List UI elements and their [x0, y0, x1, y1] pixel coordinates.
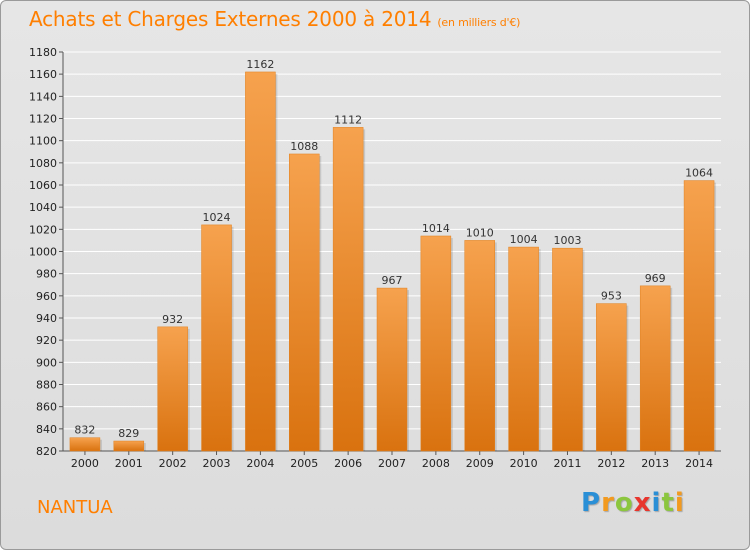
x-tick-label-2008: 2008 — [422, 457, 450, 470]
y-tick-label: 860 — [36, 401, 57, 414]
proxiti-logo[interactable]: Proxiti — [581, 488, 685, 518]
y-tick-label: 920 — [36, 334, 57, 347]
x-tick-label-2007: 2007 — [378, 457, 406, 470]
x-tick-label-2005: 2005 — [290, 457, 318, 470]
x-tick-label-2001: 2001 — [115, 457, 143, 470]
logo-letter: i — [651, 488, 662, 518]
axes: 820 840 860 880 900 920 940 960 980 1000 1020 1040 1… — [29, 46, 721, 470]
logo-letter: r — [601, 488, 615, 518]
value-label-2007: 967 — [382, 274, 403, 287]
y-tick-label: 1000 — [29, 246, 57, 259]
commune-name: NANTUA — [37, 497, 113, 518]
value-label-2014: 1064 — [685, 167, 713, 180]
x-tick-label-2002: 2002 — [159, 457, 187, 470]
x-tick-label-2010: 2010 — [510, 457, 538, 470]
bar-2007[interactable] — [376, 287, 408, 452]
x-tick-label-2004: 2004 — [246, 457, 274, 470]
bar-2000[interactable] — [69, 437, 101, 452]
value-label-2013: 969 — [645, 272, 666, 285]
bar-2011[interactable] — [552, 247, 583, 452]
logo-letter: t — [661, 488, 675, 518]
bar-2014[interactable] — [683, 180, 715, 452]
value-label-2005: 1088 — [290, 140, 318, 153]
value-label-2012: 953 — [601, 290, 622, 303]
y-tick-label: 820 — [36, 445, 57, 458]
bar-2008[interactable] — [420, 235, 452, 452]
value-label-2008: 1014 — [422, 222, 450, 235]
x-tick-label-2011: 2011 — [553, 457, 581, 470]
x-tick-label-2014: 2014 — [685, 457, 713, 470]
chart-title: Achats et Charges Externes 2000 à 2014 (e… — [29, 7, 520, 31]
bar-2006[interactable] — [332, 127, 364, 452]
y-tick-label: 960 — [36, 290, 57, 303]
logo-letter: o — [614, 488, 634, 518]
y-tick-label: 1020 — [29, 223, 57, 236]
y-tick-label: 1180 — [29, 46, 57, 59]
bar-2005[interactable] — [289, 153, 320, 452]
y-tick-label: 1060 — [29, 179, 57, 192]
bar-2009[interactable] — [464, 240, 495, 452]
value-label-2010: 1004 — [510, 233, 538, 246]
x-tick-label-2003: 2003 — [203, 457, 231, 470]
bar-2004[interactable] — [245, 71, 276, 452]
value-label-2011: 1003 — [553, 234, 581, 247]
x-tick-label-2013: 2013 — [641, 457, 669, 470]
y-tick-label: 1040 — [29, 201, 57, 214]
value-label-2009: 1010 — [466, 226, 494, 239]
bar-2012[interactable] — [596, 303, 627, 452]
value-label-2003: 1024 — [203, 211, 231, 224]
y-tick-label: 1140 — [29, 90, 57, 103]
value-label-2006: 1112 — [334, 113, 362, 126]
bars: 832 829 932 1024 1162 1088 1112 967 1014 1010 1004… — [69, 58, 717, 452]
x-tick-label-2006: 2006 — [334, 457, 362, 470]
y-tick-label: 1100 — [29, 135, 57, 148]
y-tick-label: 1080 — [29, 157, 57, 170]
y-tick-label: 840 — [36, 423, 57, 436]
bar-2001[interactable] — [113, 440, 145, 452]
bar-2013[interactable] — [639, 285, 671, 452]
x-tick-label-2012: 2012 — [597, 457, 625, 470]
bar-2002[interactable] — [157, 326, 188, 452]
x-tick-label-2000: 2000 — [71, 457, 99, 470]
y-tick-label: 980 — [36, 268, 57, 281]
chart-title-text: Achats et Charges Externes 2000 à 2014 — [29, 7, 432, 31]
chart-unit: (en milliers d'€) — [437, 16, 521, 29]
bar-2003[interactable] — [201, 224, 232, 452]
logo-letter: i — [674, 488, 685, 518]
logo-letter: x — [633, 488, 652, 518]
value-label-2001: 829 — [118, 427, 139, 440]
bar-2010[interactable] — [508, 246, 539, 452]
value-label-2004: 1162 — [246, 58, 274, 71]
value-label-2002: 932 — [162, 313, 183, 326]
logo-letter: P — [581, 488, 602, 518]
y-tick-label: 1120 — [29, 113, 57, 126]
y-tick-label: 880 — [36, 379, 57, 392]
y-tick-label: 1160 — [29, 68, 57, 81]
value-label-2000: 832 — [74, 424, 95, 437]
x-tick-label-2009: 2009 — [466, 457, 494, 470]
y-tick-label: 900 — [36, 356, 57, 369]
y-tick-label: 940 — [36, 312, 57, 325]
